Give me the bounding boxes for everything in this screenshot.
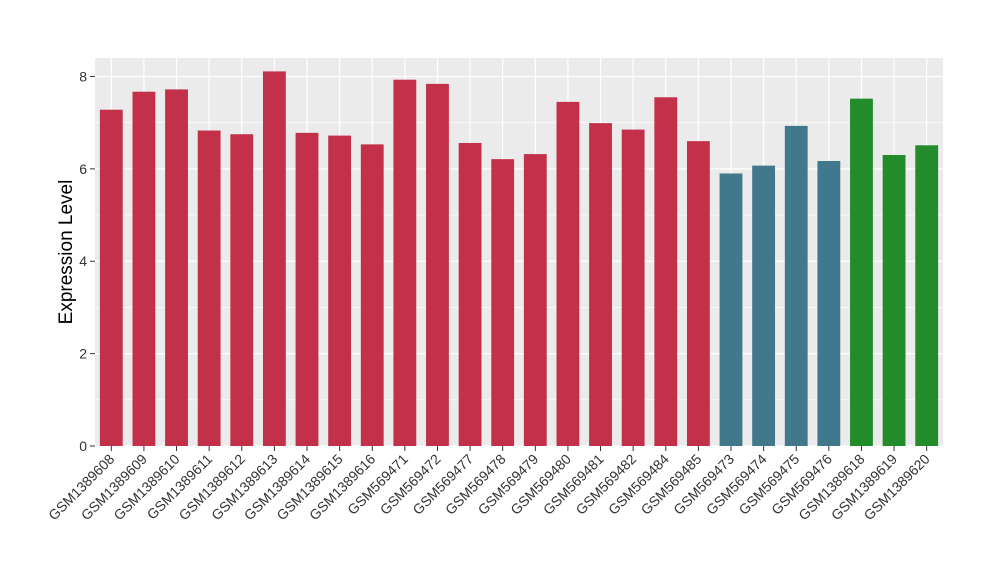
bar-GSM1389612 [230,134,254,446]
bar-GSM569477 [458,142,482,446]
bar-GSM569484 [654,97,678,446]
plot-panel [95,58,943,446]
bars [99,71,939,447]
bar-GSM569479 [523,154,547,447]
bar-GSM1389620 [915,145,939,447]
bar-GSM569485 [686,141,710,446]
bar-GSM1389613 [262,71,286,447]
bar-GSM569482 [621,129,645,446]
bar-GSM569481 [589,123,612,446]
bar-GSM569473 [719,173,743,446]
y-axis-label: Expression Level [56,180,77,325]
bar-GSM1389616 [360,144,384,446]
bar-GSM569478 [491,159,515,446]
y-tick-label: 0 [79,438,87,454]
bar-GSM569474 [752,165,776,446]
bar-GSM569480 [556,101,580,446]
y-tick-label: 8 [79,68,87,84]
bar-GSM569475 [784,125,808,447]
bar-GSM569476 [817,161,841,446]
y-axis: 0 2 4 6 8 [79,68,95,454]
bar-GSM1389619 [882,155,906,446]
x-axis: GSM1389608GSM1389609GSM1389610GSM1389611… [45,446,933,523]
bar-GSM1389611 [197,130,221,446]
bar-GSM1389610 [165,89,188,447]
bar-GSM1389609 [132,91,156,446]
bar-GSM1389614 [295,132,319,447]
y-tick-label: 2 [79,346,87,362]
bar-GSM1389618 [850,98,873,447]
y-tick-label: 4 [79,253,87,269]
y-tick-label: 6 [79,161,87,177]
bar-GSM1389608 [99,109,123,446]
bar-GSM569471 [393,79,417,446]
bar-GSM569472 [426,83,449,446]
bar-GSM1389615 [328,135,352,446]
